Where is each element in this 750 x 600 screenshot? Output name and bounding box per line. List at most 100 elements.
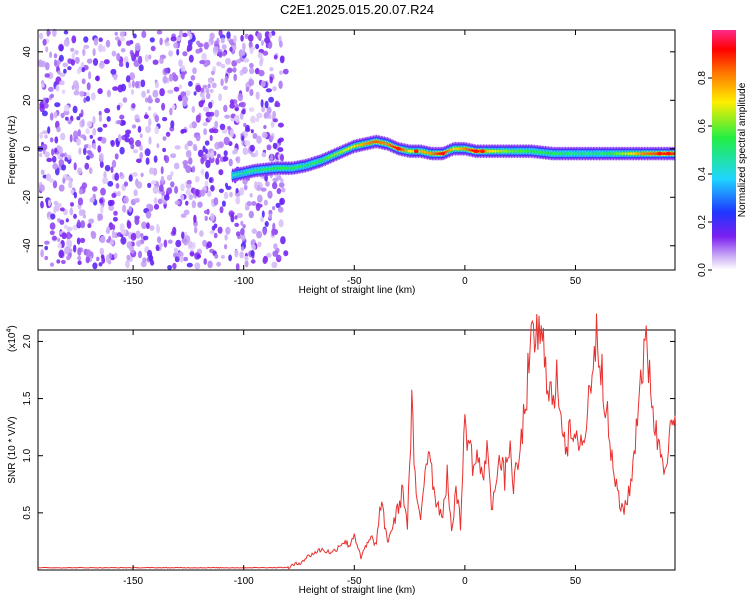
noise-blob xyxy=(173,42,179,49)
noise-blob xyxy=(42,130,49,135)
noise-blob xyxy=(77,129,82,137)
noise-blob xyxy=(57,202,62,208)
noise-blob xyxy=(108,252,113,260)
noise-blob xyxy=(140,79,146,88)
noise-blob xyxy=(128,205,132,213)
noise-blob xyxy=(108,235,112,242)
noise-blob xyxy=(279,197,285,205)
noise-blob xyxy=(167,187,173,194)
noise-blob xyxy=(146,222,150,229)
noise-blob xyxy=(72,225,78,231)
noise-blob xyxy=(59,44,64,52)
noise-blob xyxy=(258,69,265,77)
noise-blob xyxy=(96,256,100,262)
noise-blob xyxy=(61,259,66,265)
noise-blob xyxy=(188,240,193,249)
noise-blob xyxy=(54,136,59,144)
noise-blob xyxy=(235,59,242,64)
noise-blob xyxy=(81,182,88,189)
noise-blob xyxy=(221,44,227,50)
noise-blob xyxy=(242,108,246,115)
noise-blob xyxy=(213,197,219,206)
noise-blob xyxy=(278,182,285,188)
noise-blob xyxy=(69,134,73,143)
noise-blob xyxy=(195,188,200,197)
noise-blob xyxy=(135,118,141,123)
y-tick-label: 20 xyxy=(22,94,33,106)
noise-blob xyxy=(218,188,224,193)
noise-blob xyxy=(116,120,122,125)
noise-blob xyxy=(240,34,244,42)
noise-blob xyxy=(78,113,83,118)
noise-blob xyxy=(92,58,99,66)
noise-blob xyxy=(45,62,50,71)
noise-blob xyxy=(226,67,233,74)
noise-blob xyxy=(266,144,272,151)
snr-x-label: Height of straight line (km) xyxy=(299,585,416,596)
noise-blob xyxy=(128,174,133,182)
noise-blob xyxy=(104,108,111,114)
noise-blob xyxy=(181,238,188,243)
noise-blob xyxy=(264,100,269,109)
noise-blob xyxy=(70,189,74,195)
noise-blob xyxy=(40,169,45,175)
noise-blob xyxy=(266,252,272,258)
noise-blob xyxy=(98,262,103,267)
noise-blob xyxy=(196,40,201,46)
noise-blob xyxy=(251,201,257,206)
noise-blob xyxy=(153,155,158,163)
noise-blob xyxy=(70,202,74,207)
noise-blob xyxy=(174,36,182,42)
noise-blob xyxy=(222,156,227,162)
noise-blob xyxy=(88,167,93,175)
noise-blob xyxy=(76,116,81,121)
noise-blob xyxy=(260,80,266,88)
spectrogram-panel: -150 -100 -50 0 50 -40 -20 0 20 40 Height of str… xyxy=(7,28,676,296)
noise-blob xyxy=(241,135,245,141)
noise-blob xyxy=(85,128,90,135)
noise-blob xyxy=(210,212,215,221)
noise-blob xyxy=(251,244,256,251)
noise-blob xyxy=(234,249,239,258)
noise-blob xyxy=(76,68,81,75)
noise-blob xyxy=(59,80,65,86)
noise-blob xyxy=(83,36,89,43)
noise-blob xyxy=(63,104,70,112)
noise-blob xyxy=(195,84,202,93)
signal-peak xyxy=(440,151,445,156)
noise-blob xyxy=(178,59,183,67)
y-tick-label: 1.0 xyxy=(22,448,33,462)
colorbar-label: Normalized spectral amplitude xyxy=(737,82,748,217)
noise-blob xyxy=(54,147,58,153)
noise-blob xyxy=(182,51,188,57)
noise-blob xyxy=(78,147,82,155)
noise-blob xyxy=(185,188,192,196)
noise-blob xyxy=(112,216,118,222)
noise-blob xyxy=(110,166,114,173)
noise-blob xyxy=(150,180,157,185)
noise-blob xyxy=(130,51,135,58)
noise-blob xyxy=(242,224,246,229)
snr-x-ticks: -150 -100 -50 0 50 xyxy=(123,330,581,587)
x-tick-label: -50 xyxy=(347,576,362,587)
noise-blob xyxy=(150,259,155,266)
noise-blob xyxy=(87,144,92,150)
noise-blob xyxy=(256,185,261,192)
noise-blob xyxy=(172,226,177,235)
snr-series-line xyxy=(37,313,676,570)
noise-blob xyxy=(170,120,175,129)
noise-blob xyxy=(256,32,263,40)
noise-blob xyxy=(260,216,264,223)
noise-blob xyxy=(52,163,59,170)
noise-blob xyxy=(90,230,95,238)
noise-blob xyxy=(126,40,132,46)
noise-blob xyxy=(168,73,174,82)
noise-blob xyxy=(114,172,120,181)
noise-blob xyxy=(114,153,119,160)
noise-blob xyxy=(266,106,272,115)
noise-blob xyxy=(54,102,61,108)
noise-blob xyxy=(162,136,167,141)
noise-blob xyxy=(128,81,132,89)
noise-blob xyxy=(67,119,72,125)
noise-blob xyxy=(205,111,212,118)
